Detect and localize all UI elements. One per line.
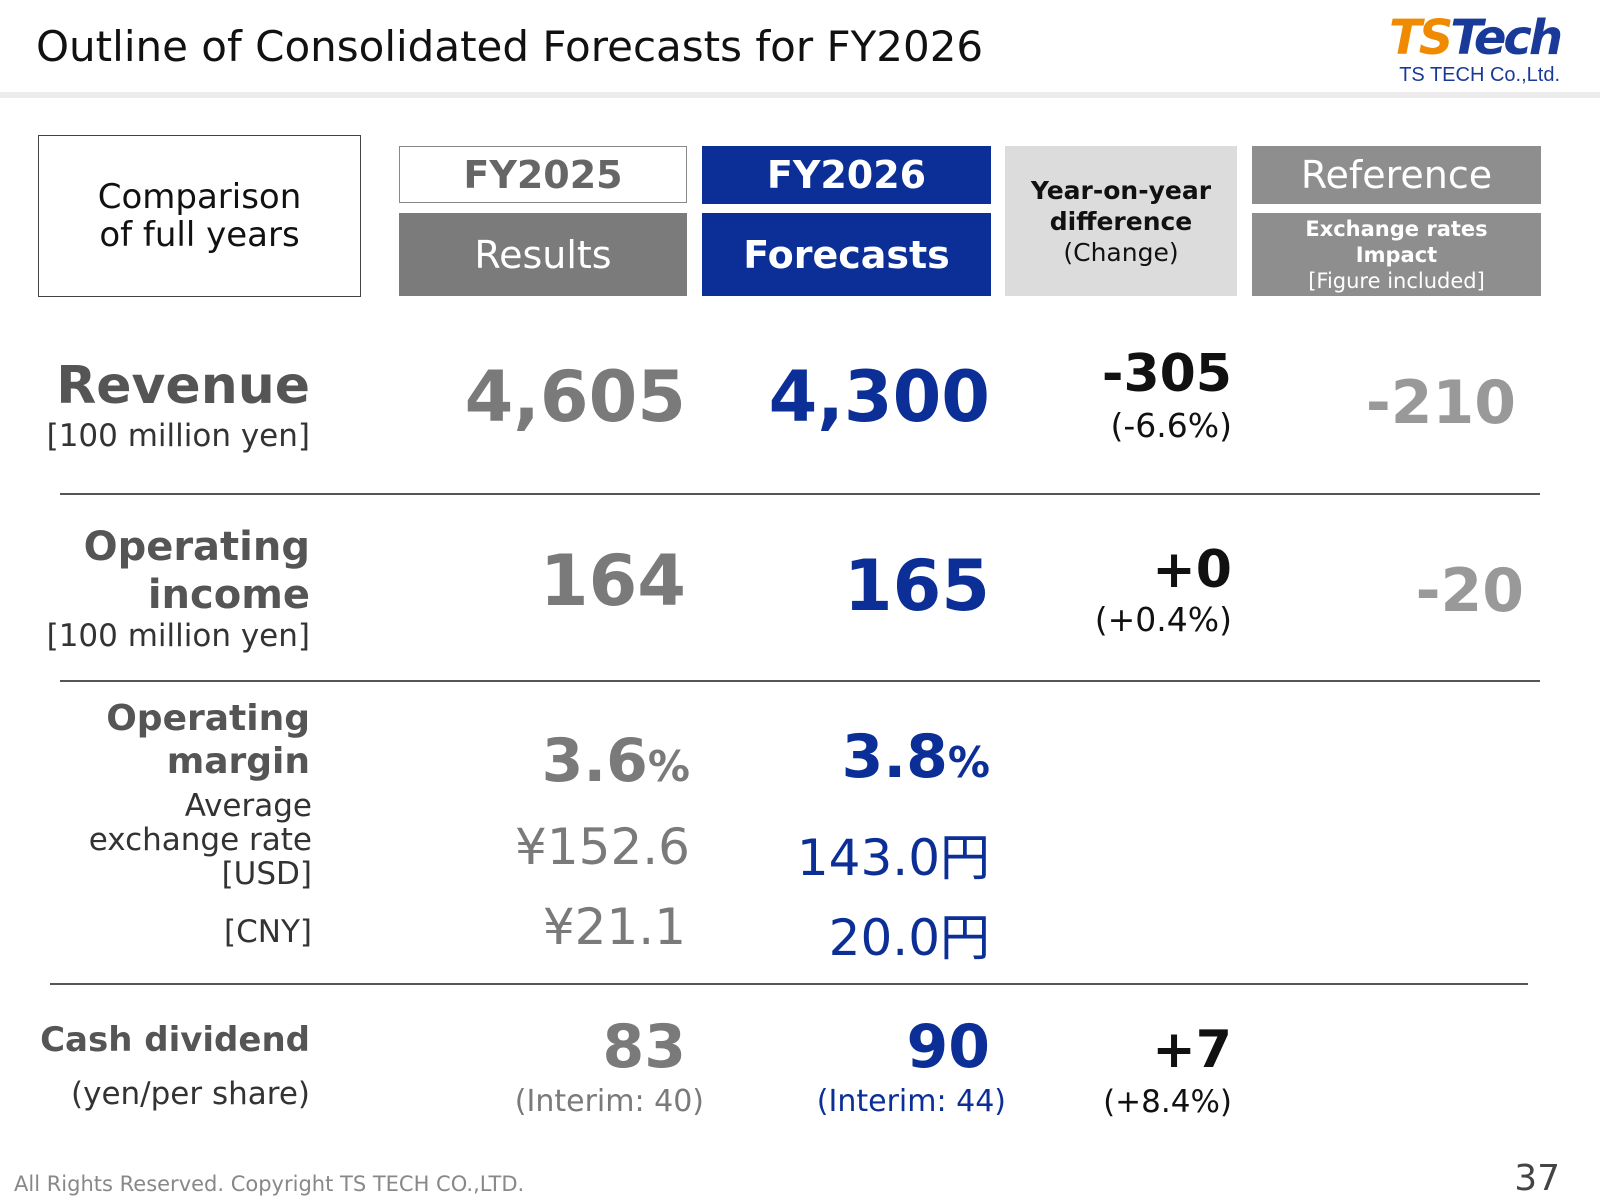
exchange-rate-label-cny: [CNY]: [224, 914, 312, 950]
yoy-header-line3: (Change): [1063, 237, 1179, 267]
dividend-fy2025: 83: [602, 1012, 687, 1082]
dividend-fy2026: 90: [906, 1012, 991, 1082]
operating-margin-fy2025: 3.6%: [542, 726, 690, 796]
results-header: Results: [399, 213, 687, 296]
dividend-yoy-pct: (+8.4%): [1103, 1084, 1232, 1120]
logo-company-name: TS TECH Co.,Ltd.: [1399, 64, 1560, 86]
revenue-yoy: -305: [1101, 344, 1232, 404]
yoy-header-line1: Year-on-year: [1030, 175, 1212, 205]
revenue-fy2026: 4,300: [768, 356, 990, 438]
operating-income-label-2: income: [147, 572, 310, 618]
revenue-yoy-pct: (-6.6%): [1110, 406, 1233, 445]
revenue-label: Revenue: [56, 356, 310, 416]
comparison-label-box: Comparison of full years: [38, 135, 361, 297]
operating-income-yoy: +0: [1152, 540, 1232, 600]
exchange-impact-line3: [Figure included]: [1308, 268, 1485, 293]
exchange-rate-label-2: exchange rate: [88, 822, 312, 858]
exchange-impact-header: Exchange rates Impact [Figure included]: [1252, 213, 1541, 296]
exchange-impact-line2: Impact: [1355, 242, 1438, 267]
header-divider: [0, 92, 1600, 98]
yoy-header: Year-on-year difference (Change): [1005, 146, 1237, 296]
operating-margin-label-2: margin: [166, 741, 310, 782]
comparison-label: Comparison of full years: [97, 177, 302, 255]
row-divider: [50, 983, 1528, 985]
forecasts-header: Forecasts: [702, 213, 991, 296]
dividend-yoy: +7: [1152, 1020, 1232, 1080]
cny-rate-fy2025: ¥21.1: [542, 898, 686, 956]
revenue-unit: [100 million yen]: [46, 418, 310, 454]
row-divider: [60, 493, 1540, 495]
operating-income-fy2025: 164: [539, 540, 686, 622]
operating-income-unit: [100 million yen]: [46, 618, 310, 654]
operating-income-yoy-pct: (+0.4%): [1094, 600, 1232, 639]
page-title: Outline of Consolidated Forecasts for FY…: [36, 22, 984, 71]
usd-rate-fy2025: ¥152.6: [515, 818, 690, 876]
percent-sign: %: [647, 742, 690, 791]
fy2026-header: FY2026: [702, 146, 991, 204]
exchange-rate-label-usd: [USD]: [221, 856, 312, 892]
cny-rate-fy2026: 20.0円: [828, 909, 990, 967]
copyright-footer: All Rights Reserved. Copyright TS TECH C…: [14, 1172, 525, 1196]
dividend-unit: (yen/per share): [71, 1076, 310, 1112]
logo-mark: TSTech: [1388, 10, 1563, 66]
operating-margin-fy2026-value: 3.8: [841, 722, 948, 792]
operating-income-label-1: Operating: [83, 524, 310, 570]
operating-income-fy2026: 165: [843, 545, 990, 627]
exchange-rate-label-1: Average: [184, 788, 312, 824]
percent-sign: %: [947, 738, 990, 787]
dividend-label: Cash dividend: [40, 1020, 310, 1060]
operating-income-reference: -20: [1415, 556, 1524, 626]
revenue-reference: -210: [1365, 368, 1516, 438]
usd-rate-fy2026: 143.0円: [796, 829, 990, 887]
operating-margin-label-1: Operating: [106, 698, 310, 739]
revenue-fy2025: 4,605: [464, 356, 686, 438]
company-logo: TSTech TS TECH Co.,Ltd.: [1388, 8, 1563, 87]
operating-margin-fy2026: 3.8%: [842, 722, 990, 792]
row-divider: [60, 680, 1540, 682]
reference-header: Reference: [1252, 146, 1541, 204]
dividend-fy2026-interim: (Interim: 44): [816, 1084, 1006, 1119]
dividend-fy2025-interim: (Interim: 40): [514, 1084, 704, 1119]
exchange-impact-line1: Exchange rates: [1305, 216, 1488, 241]
operating-margin-fy2025-value: 3.6: [541, 726, 648, 796]
fy2025-header: FY2025: [399, 146, 687, 203]
page-number: 37: [1514, 1158, 1560, 1199]
yoy-header-line2: difference: [1049, 206, 1193, 236]
